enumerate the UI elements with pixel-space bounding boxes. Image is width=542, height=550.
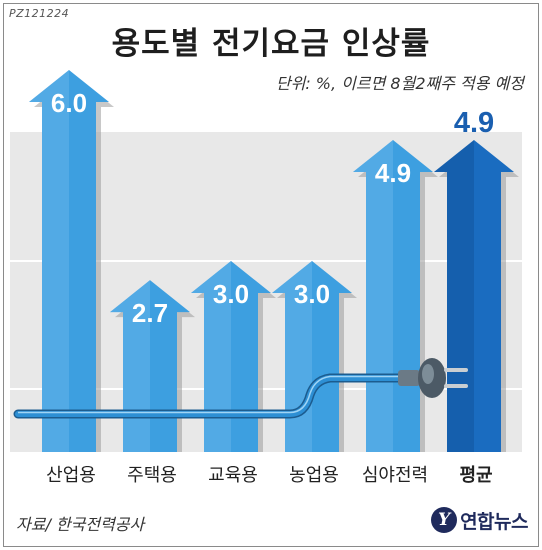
category-label: 산업용 <box>46 465 96 486</box>
graphic-code: PZ121224 <box>9 7 70 20</box>
plug-neck <box>398 370 420 386</box>
power-cable <box>13 358 468 419</box>
chart-title: 용도별 전기요금 인상률 <box>111 26 431 62</box>
yonhap-logo-text: 연합뉴스 <box>460 510 528 533</box>
value-label: 4.9 <box>454 107 494 139</box>
bar-body <box>29 70 109 452</box>
plug-icon <box>398 358 468 398</box>
category-label: 교육용 <box>208 465 258 486</box>
category-label: 주택용 <box>127 465 177 486</box>
bar-1: 6.0 <box>29 70 114 452</box>
category-labels: 산업용 주택용 교육용 농업용 심야전력 평균 <box>46 465 492 486</box>
bar-highlight <box>434 140 474 453</box>
value-label: 6.0 <box>51 88 87 118</box>
value-label: 2.7 <box>132 298 168 328</box>
bar-highlight <box>110 280 150 452</box>
bar-body <box>272 261 352 452</box>
cable-shine <box>18 375 405 414</box>
bar-body <box>191 261 271 452</box>
plug-pin <box>444 368 468 372</box>
plug-shine <box>422 364 434 384</box>
unit-note: 단위: %, 이르면 8월2째주 적용 예정 <box>275 74 524 93</box>
average-bar <box>434 140 514 453</box>
category-label: 평균 <box>459 465 492 486</box>
bar-highlight <box>191 261 231 452</box>
yonhap-logo-icon: Y <box>431 507 458 533</box>
source-note: 자료/ 한국전력공사 <box>16 515 145 534</box>
bar-3: 3.0 <box>191 261 276 452</box>
yonhap-logo: Y 연합뉴스 <box>431 503 528 537</box>
value-label: 3.0 <box>213 279 249 309</box>
value-label: 4.9 <box>375 158 411 188</box>
bar-highlight <box>29 70 69 452</box>
value-label: 3.0 <box>294 279 330 309</box>
plug-pin <box>444 384 468 388</box>
bar-body <box>110 280 190 452</box>
category-label: 심야전력 <box>362 465 428 486</box>
bar-6: 4.9 <box>434 107 519 453</box>
category-label: 농업용 <box>289 465 339 486</box>
